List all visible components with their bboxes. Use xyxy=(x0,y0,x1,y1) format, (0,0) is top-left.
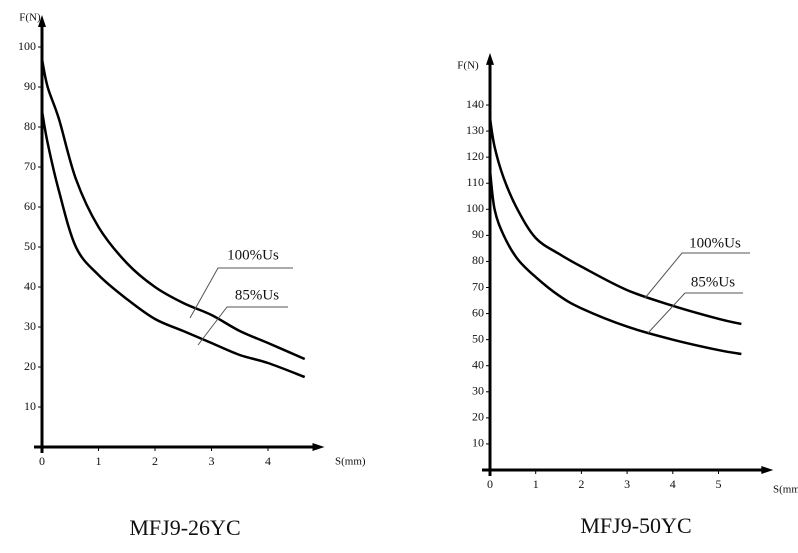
y-tick-label: 90 xyxy=(24,79,36,93)
y-tick-label: 30 xyxy=(472,384,484,398)
x-tick-label: 2 xyxy=(152,454,158,468)
x-tick-label: 2 xyxy=(578,477,584,491)
y-tick-label: 60 xyxy=(472,305,484,319)
y-tick-label: 80 xyxy=(24,119,36,133)
y-tick-label: 40 xyxy=(472,357,484,371)
x-tick-label: 5 xyxy=(716,477,722,491)
leader-line xyxy=(644,252,750,299)
x-tick-label: 1 xyxy=(533,477,539,491)
series-label: 100%Us xyxy=(689,235,741,251)
x-axis-arrow xyxy=(761,466,774,474)
y-tick-label: 50 xyxy=(24,239,36,253)
y-tick-label: 90 xyxy=(472,227,484,241)
series-label: 100%Us xyxy=(227,247,279,263)
x-axis-label: S(mm) xyxy=(773,484,798,496)
y-axis-label: F(N) xyxy=(457,60,479,72)
curve xyxy=(40,110,306,379)
curve xyxy=(40,58,306,361)
y-tick-label: 70 xyxy=(24,159,36,173)
y-tick-label: 120 xyxy=(466,149,484,163)
y-tick-label: 40 xyxy=(24,279,36,293)
y-tick-label: 50 xyxy=(472,331,484,345)
x-axis-arrow xyxy=(312,443,325,451)
y-tick-label: 130 xyxy=(466,123,484,137)
x-tick-label: 4 xyxy=(265,454,271,468)
y-tick-label: 70 xyxy=(472,279,484,293)
leader-line xyxy=(197,306,288,346)
y-tick-label: 100 xyxy=(18,39,36,53)
curve xyxy=(488,117,742,326)
x-tick-label: 4 xyxy=(670,477,676,491)
x-tick-label: 0 xyxy=(487,477,493,491)
chart-title: MFJ9-50YC xyxy=(580,513,691,538)
x-tick-label: 0 xyxy=(39,454,45,468)
leader-line xyxy=(647,292,743,334)
y-tick-label: 80 xyxy=(472,253,484,267)
curve xyxy=(488,170,742,356)
y-axis-label: F(N) xyxy=(19,12,41,24)
y-tick-label: 20 xyxy=(472,410,484,424)
y-axis-arrow xyxy=(486,52,494,65)
y-tick-label: 110 xyxy=(466,175,484,189)
y-tick-label: 30 xyxy=(24,319,36,333)
series-label: 85%Us xyxy=(691,274,735,290)
chart-title: MFJ9-26YC xyxy=(129,515,240,540)
x-axis-label: S(mm) xyxy=(335,456,366,468)
x-tick-label: 1 xyxy=(96,454,102,468)
leader-line xyxy=(189,267,293,319)
x-tick-label: 3 xyxy=(209,454,215,468)
y-tick-label: 10 xyxy=(472,436,484,450)
y-tick-label: 20 xyxy=(24,359,36,373)
y-axis-arrow xyxy=(38,15,46,27)
y-tick-label: 60 xyxy=(24,199,36,213)
series-label: 85%Us xyxy=(235,287,279,303)
x-tick-label: 3 xyxy=(624,477,630,491)
y-tick-label: 140 xyxy=(466,97,484,111)
y-tick-label: 10 xyxy=(24,399,36,413)
y-tick-label: 100 xyxy=(466,201,484,215)
